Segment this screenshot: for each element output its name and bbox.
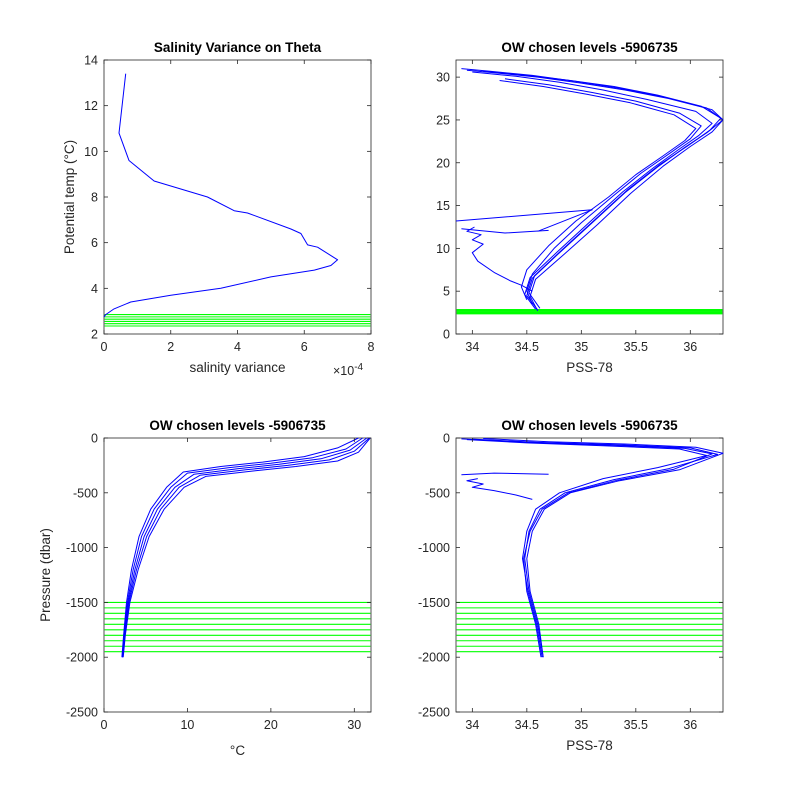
profile-line bbox=[472, 438, 719, 658]
x-axis-label: °C bbox=[230, 743, 245, 758]
y-tick-label: -2000 bbox=[66, 651, 98, 665]
y-tick-label: 6 bbox=[91, 236, 98, 250]
x-tick-label: 35.5 bbox=[624, 718, 648, 732]
profile-line bbox=[472, 71, 713, 310]
profile-lines bbox=[461, 438, 724, 658]
profile-line bbox=[499, 80, 697, 300]
x-axis-label: PSS-78 bbox=[566, 738, 613, 753]
y-tick-label: 10 bbox=[84, 145, 98, 159]
y-tick-label: -2000 bbox=[418, 651, 450, 665]
panel-theta-salinity: OW chosen levels -5906735 34 34.5 35 35.5 36… bbox=[436, 40, 724, 375]
plot-area bbox=[455, 59, 724, 335]
x-tick-label: 34 bbox=[465, 340, 479, 354]
x-tick-label: 36 bbox=[683, 718, 697, 732]
profile-line bbox=[455, 209, 593, 232]
x-tick-label: 6 bbox=[301, 340, 308, 354]
plot-area bbox=[455, 437, 724, 713]
y-tick-label: 12 bbox=[84, 99, 98, 113]
x-axis-label: salinity variance bbox=[189, 360, 285, 375]
panel-title: OW chosen levels -5906735 bbox=[149, 418, 326, 433]
axis-ticks: 34 34.5 35 35.5 36 -2500 -2000 -1500 -1000 -500 0 bbox=[418, 432, 723, 732]
x-tick-label: 34.5 bbox=[515, 340, 539, 354]
y-tick-label: -500 bbox=[73, 486, 98, 500]
profile-line bbox=[461, 228, 549, 234]
x-multiplier-exponent: -4 bbox=[354, 362, 363, 373]
x-tick-label: 20 bbox=[264, 718, 278, 732]
panel-title: OW chosen levels -5906735 bbox=[501, 40, 678, 55]
chosen-levels bbox=[104, 601, 371, 653]
y-tick-label: 5 bbox=[443, 285, 450, 299]
axis-ticks: 0 10 20 30 -2500 -2000 -1500 -1000 -500 0 bbox=[66, 432, 371, 732]
y-tick-label: 10 bbox=[436, 242, 450, 256]
panel-salinity-variance: Salinity Variance on Theta 0 2 4 6 824681012… bbox=[62, 40, 375, 378]
x-tick-label: 4 bbox=[234, 340, 241, 354]
y-tick-label: 0 bbox=[443, 328, 450, 342]
chosen-levels bbox=[456, 309, 723, 315]
y-axis-label: Pressure (dbar) bbox=[38, 528, 53, 622]
x-tick-label: 35.5 bbox=[624, 340, 648, 354]
profile-line bbox=[504, 78, 702, 305]
y-tick-label: 30 bbox=[436, 71, 450, 85]
profile-line bbox=[483, 438, 724, 658]
x-tick-label: 0 bbox=[101, 340, 108, 354]
x-tick-label: 34 bbox=[465, 718, 479, 732]
y-tick-label: -2500 bbox=[66, 706, 98, 720]
profile-lines bbox=[103, 73, 339, 318]
profile-line bbox=[461, 68, 724, 312]
x-tick-label: 36 bbox=[683, 340, 697, 354]
chosen-levels bbox=[104, 314, 371, 327]
y-tick-label: 14 bbox=[84, 54, 98, 68]
x-tick-label: 30 bbox=[347, 718, 361, 732]
y-tick-label: -1500 bbox=[418, 596, 450, 610]
panel-pressure-salinity: OW chosen levels -5906735 34 34.5 35 35.5 36… bbox=[418, 418, 724, 753]
x-tick-label: 34.5 bbox=[515, 718, 539, 732]
y-tick-label: 25 bbox=[436, 113, 450, 127]
y-tick-label: 0 bbox=[443, 432, 450, 446]
y-tick-label: 15 bbox=[436, 199, 450, 213]
y-tick-label: 4 bbox=[91, 282, 98, 296]
panel-title: OW chosen levels -5906735 bbox=[501, 418, 678, 433]
profile-line bbox=[466, 226, 533, 292]
profile-line bbox=[461, 472, 549, 476]
profile-line bbox=[121, 437, 363, 658]
panel-title: Salinity Variance on Theta bbox=[154, 40, 322, 55]
profile-line bbox=[121, 437, 368, 658]
profile-line bbox=[466, 439, 708, 658]
y-tick-label: 8 bbox=[91, 191, 98, 205]
y-tick-label: 0 bbox=[91, 432, 98, 446]
y-axis-label: Potential temp (°C) bbox=[62, 140, 77, 254]
x-tick-label: 10 bbox=[180, 718, 194, 732]
profile-line bbox=[122, 437, 371, 658]
plot-area bbox=[103, 437, 372, 713]
chosen-levels bbox=[456, 601, 723, 653]
profile-lines bbox=[121, 437, 371, 658]
profile-line bbox=[466, 478, 533, 500]
x-tick-label: 35 bbox=[574, 718, 588, 732]
profile-line bbox=[122, 437, 370, 658]
y-tick-label: -2500 bbox=[418, 706, 450, 720]
x-multiplier: ×10-4 bbox=[333, 362, 364, 378]
plot-area bbox=[103, 59, 372, 335]
profile-lines bbox=[455, 68, 724, 312]
x-tick-label: 2 bbox=[167, 340, 174, 354]
x-tick-label: 0 bbox=[101, 718, 108, 732]
y-tick-label: -500 bbox=[425, 486, 450, 500]
y-tick-label: -1000 bbox=[66, 541, 98, 555]
y-tick-label: -1500 bbox=[66, 596, 98, 610]
x-axis-label: PSS-78 bbox=[566, 360, 613, 375]
y-tick-label: 2 bbox=[91, 328, 98, 342]
x-tick-label: 8 bbox=[368, 340, 375, 354]
profile-line bbox=[461, 438, 713, 658]
y-tick-label: -1000 bbox=[418, 541, 450, 555]
axis-ticks: 34 34.5 35 35.5 36 0 5 10 15 20 25 30 bbox=[436, 60, 723, 354]
profile-line bbox=[103, 73, 339, 318]
profile-line bbox=[121, 437, 359, 658]
panel-pressure-temperature: OW chosen levels -5906735 0 10 20 30 -2500 -2… bbox=[38, 418, 372, 758]
x-tick-label: 35 bbox=[574, 340, 588, 354]
y-tick-label: 20 bbox=[436, 156, 450, 170]
